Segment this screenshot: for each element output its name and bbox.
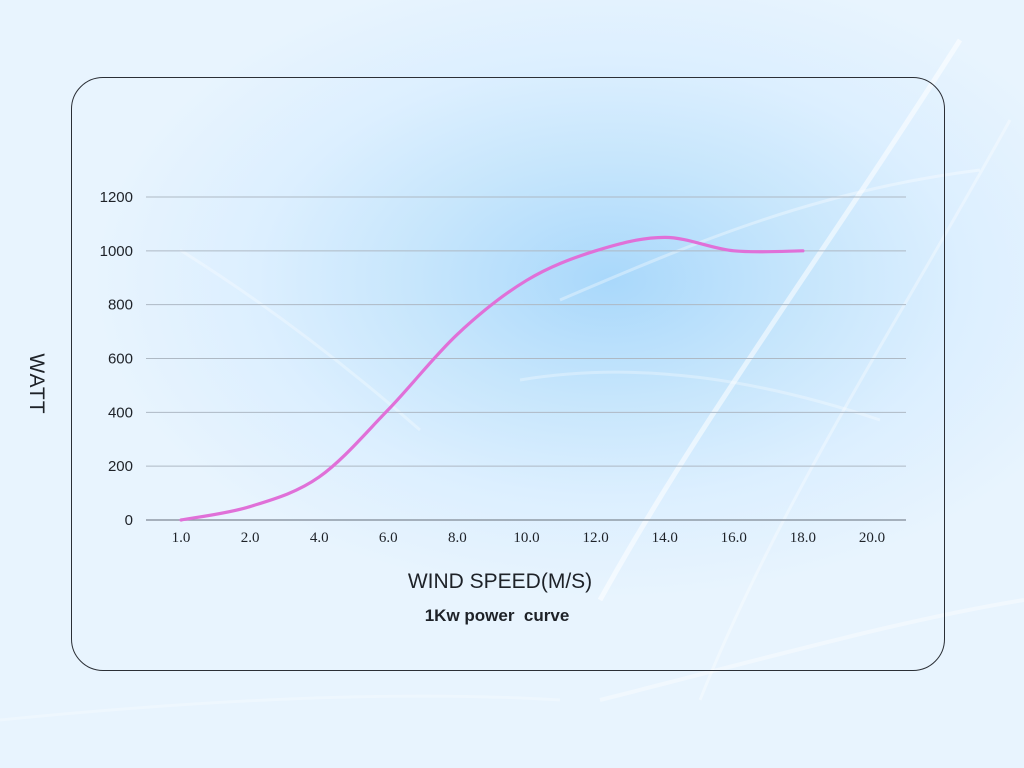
y-tick-label: 1000: [100, 243, 133, 260]
x-axis-title: WIND SPEED(M/S): [407, 570, 593, 593]
chart-card: [71, 77, 945, 671]
y-tick-label: 1200: [100, 189, 133, 206]
x-tick-label: 16.0: [721, 530, 747, 546]
y-axis-title: WATT: [25, 353, 48, 415]
x-tick-label: 6.0: [379, 530, 398, 546]
x-tick-label: 8.0: [448, 530, 467, 546]
x-tick-label: 14.0: [652, 530, 678, 546]
x-tick-label: 18.0: [790, 530, 816, 546]
x-tick-label: 10.0: [513, 530, 539, 546]
x-tick-label: 4.0: [310, 530, 329, 546]
y-tick-label: 600: [108, 351, 133, 368]
chart-caption: 1Kw power curve: [424, 606, 570, 625]
x-tick-label: 2.0: [241, 530, 260, 546]
x-tick-label: 12.0: [582, 530, 608, 546]
x-tick-label: 1.0: [172, 530, 191, 546]
y-tick-label: 0: [125, 512, 133, 529]
x-tick-label: 20.0: [859, 530, 885, 546]
y-tick-label: 400: [108, 404, 133, 421]
y-tick-label: 200: [108, 458, 133, 475]
power-curve-line: [179, 235, 805, 522]
y-tick-label: 800: [108, 297, 133, 314]
